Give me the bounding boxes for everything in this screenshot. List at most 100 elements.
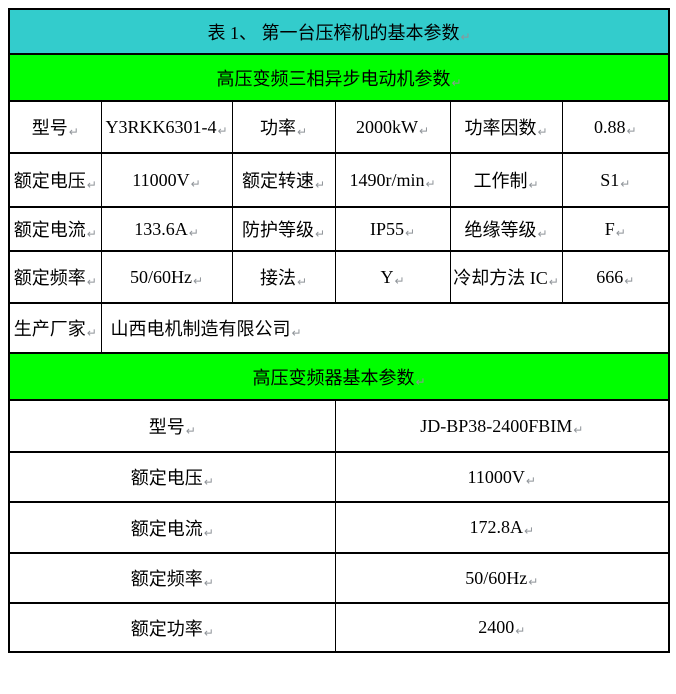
paragraph-mark-icon: ↵ bbox=[525, 473, 536, 488]
param-value: 172.8A bbox=[469, 517, 523, 537]
paragraph-mark-icon: ↵ bbox=[515, 624, 526, 638]
param-label: 功率因数 bbox=[464, 118, 537, 138]
motor-section-header-row: 高压变频三相异步电动机参数↵ ¤ bbox=[8, 53, 670, 102]
param-label: 额定频率 bbox=[130, 569, 203, 589]
paragraph-mark-icon: ↵ bbox=[86, 326, 97, 340]
manufacturer-value: 山西电机制造有限公司 bbox=[110, 319, 291, 339]
param-label-cell: 冷却方法 IC↵ bbox=[449, 250, 563, 304]
param-label: 额定频率 bbox=[13, 268, 86, 288]
param-label-cell: 功率因数↵ bbox=[449, 100, 563, 154]
param-label-cell: 额定功率↵ bbox=[8, 602, 336, 653]
paragraph-mark-icon: ↵ bbox=[523, 524, 535, 538]
table-title-cell: 表 1、 第一台压榨机的基本参数↵ ¤ bbox=[8, 8, 670, 55]
paragraph-mark-icon: ↵ bbox=[291, 326, 302, 340]
inverter-section-header-row: 高压变频器基本参数↵ ¤ bbox=[8, 352, 670, 401]
param-label-cell: 型号↵ bbox=[8, 100, 102, 154]
param-value: 2000kW bbox=[355, 116, 418, 137]
table-row: 型号↵ JD-BP38-2400FBIM↵¤ bbox=[8, 399, 670, 453]
param-label: 接法 bbox=[259, 268, 296, 288]
param-value: 2400 bbox=[478, 617, 515, 637]
param-value: IP55 bbox=[369, 218, 404, 239]
param-label-cell: 额定转速↵ bbox=[231, 152, 336, 208]
manufacturer-row: 生产厂家↵ 山西电机制造有限公司↵¤ bbox=[8, 302, 670, 354]
table-title-row: 表 1、 第一台压榨机的基本参数↵ ¤ bbox=[8, 8, 670, 55]
paragraph-mark-icon: ↵ bbox=[451, 75, 462, 90]
param-value-cell: 133.6A↵ bbox=[100, 206, 233, 252]
paragraph-mark-icon: ↵ bbox=[537, 125, 548, 139]
param-label: 防护等级 bbox=[241, 220, 314, 240]
param-label-cell: 额定电流↵ bbox=[8, 501, 336, 554]
param-value: 666 bbox=[596, 266, 624, 287]
param-label: 冷却方法 IC bbox=[453, 268, 548, 288]
param-label-cell: 额定电压↵ bbox=[8, 152, 102, 208]
param-label-cell: 额定频率↵ bbox=[8, 250, 102, 304]
paragraph-mark-icon: ↵ bbox=[192, 273, 204, 288]
paragraph-mark-icon: ↵ bbox=[626, 123, 637, 138]
param-label-cell: 型号↵ bbox=[8, 399, 336, 453]
paragraph-mark-icon: ↵ bbox=[418, 123, 430, 138]
param-value-cell: JD-BP38-2400FBIM↵¤ bbox=[334, 399, 670, 453]
param-label: 额定电压 bbox=[13, 171, 86, 191]
param-label: 额定电压 bbox=[130, 468, 203, 488]
param-value: 1490r/min bbox=[349, 169, 425, 190]
param-value-cell: 0.88↵¤ bbox=[561, 100, 670, 154]
paragraph-mark-icon: ↵ bbox=[203, 576, 214, 590]
paragraph-mark-icon: ↵ bbox=[528, 178, 539, 192]
param-label-cell: 额定电流↵ bbox=[8, 206, 102, 252]
paragraph-mark-icon: ↵ bbox=[217, 123, 228, 138]
paragraph-mark-icon: ↵ bbox=[314, 227, 326, 241]
table-title: 表 1、 第一台压榨机的基本参数 bbox=[207, 22, 460, 43]
param-label-cell: 工作制↵ bbox=[449, 152, 563, 208]
paragraph-mark-icon: ↵ bbox=[86, 178, 97, 192]
param-label: 型号 bbox=[148, 417, 185, 437]
param-value-cell: 11000V↵¤ bbox=[334, 451, 670, 503]
param-label-cell: 接法↵ bbox=[231, 250, 336, 304]
paragraph-mark-icon: ↵ bbox=[203, 475, 214, 489]
table-row: 额定功率↵ 2400↵¤ bbox=[8, 602, 670, 653]
param-label-cell: 额定频率↵ bbox=[8, 552, 336, 604]
param-value: 11000V bbox=[132, 169, 190, 190]
table-row: 额定频率↵ 50/60Hz↵ 接法↵ Y↵ 冷却方法 IC↵ 666↵¤ bbox=[8, 250, 670, 304]
param-label: 额定转速 bbox=[241, 171, 314, 191]
param-value: F bbox=[604, 218, 615, 239]
param-label: 功率 bbox=[259, 118, 296, 138]
paragraph-mark-icon: ↵ bbox=[415, 374, 426, 389]
param-value-cell: Y↵ bbox=[334, 250, 451, 304]
param-value-cell: 50/60Hz↵¤ bbox=[334, 552, 670, 604]
motor-section-header-cell: 高压变频三相异步电动机参数↵ ¤ bbox=[8, 53, 670, 102]
motor-section-header: 高压变频三相异步电动机参数 bbox=[216, 68, 451, 89]
paragraph-mark-icon: ↵ bbox=[203, 525, 214, 540]
param-value-cell: 1490r/min↵ bbox=[334, 152, 451, 208]
paragraph-mark-icon: ↵ bbox=[460, 29, 471, 44]
param-value-cell: 11000V↵ bbox=[100, 152, 233, 208]
paragraph-mark-icon: ↵ bbox=[190, 176, 201, 191]
paragraph-mark-icon: ↵ bbox=[185, 424, 196, 438]
param-value-cell: 50/60Hz↵ bbox=[100, 250, 233, 304]
param-label-cell: 防护等级↵ bbox=[231, 206, 336, 252]
param-value: 133.6A bbox=[134, 218, 188, 239]
param-label-cell: 绝缘等级↵ bbox=[449, 206, 563, 252]
parameters-table: 表 1、 第一台压榨机的基本参数↵ ¤ 高压变频三相异步电动机参数↵ ¤ 型号↵… bbox=[8, 8, 670, 653]
param-value-cell: Y3RKK6301-4↵ bbox=[100, 100, 233, 154]
paragraph-mark-icon: ↵ bbox=[296, 125, 308, 139]
paragraph-mark-icon: ↵ bbox=[404, 225, 416, 240]
param-label: 额定功率 bbox=[130, 618, 203, 639]
paragraph-mark-icon: ↵ bbox=[296, 275, 308, 289]
manufacturer-value-cell: 山西电机制造有限公司↵¤ bbox=[100, 302, 670, 354]
param-label: 绝缘等级 bbox=[464, 220, 537, 240]
param-value-cell: F↵¤ bbox=[561, 206, 670, 252]
param-value-cell: S1↵¤ bbox=[561, 152, 670, 208]
table-row: 额定电压↵ 11000V↵¤ bbox=[8, 451, 670, 503]
paragraph-mark-icon: ↵ bbox=[425, 176, 436, 191]
inverter-section-header: 高压变频器基本参数 bbox=[252, 367, 415, 388]
param-label: 生产厂家 bbox=[13, 319, 86, 339]
param-label: 额定电流 bbox=[13, 220, 86, 240]
param-value: Y bbox=[380, 266, 394, 287]
param-value: JD-BP38-2400FBIM bbox=[420, 415, 573, 436]
inverter-section-header-cell: 高压变频器基本参数↵ ¤ bbox=[8, 352, 670, 401]
paragraph-mark-icon: ↵ bbox=[615, 225, 626, 240]
param-value: 11000V bbox=[467, 466, 525, 487]
param-value: 0.88 bbox=[593, 116, 626, 137]
paragraph-mark-icon: ↵ bbox=[314, 178, 326, 192]
